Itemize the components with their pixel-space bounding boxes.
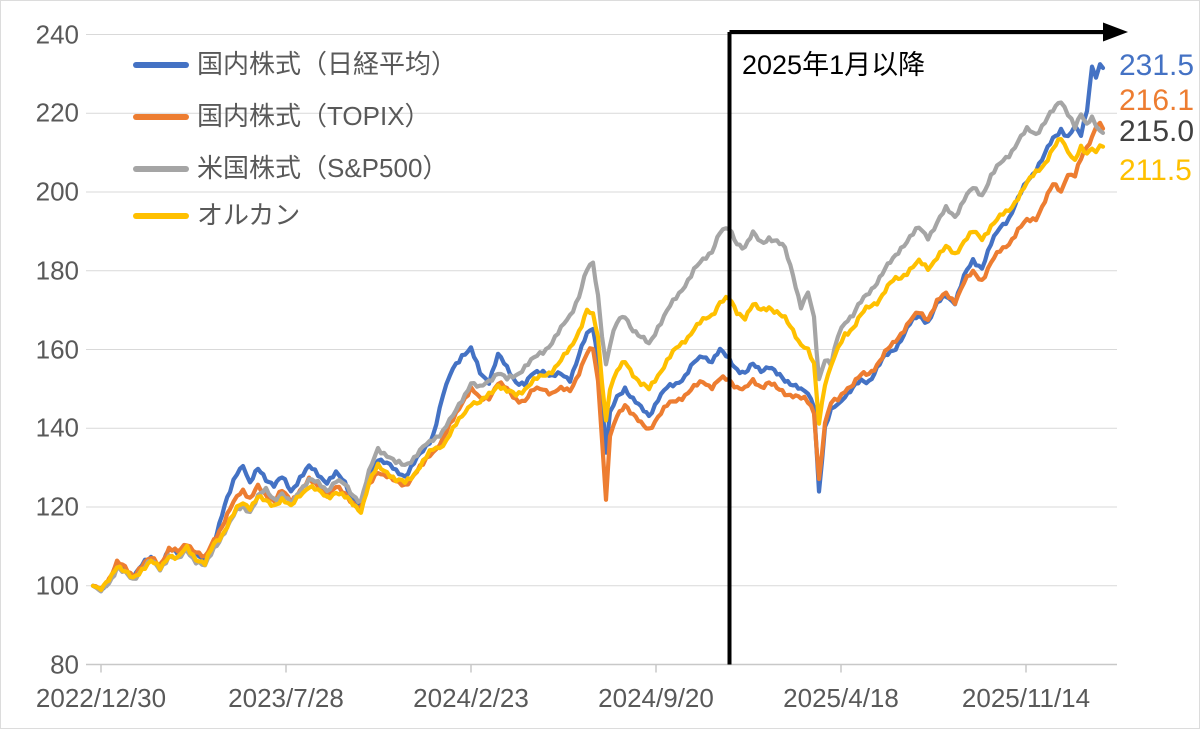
series-line-3 xyxy=(90,137,1106,592)
legend-swatch-topix xyxy=(133,113,189,120)
legend-label-allcountry: オルカン xyxy=(197,200,301,231)
y-tick-label: 180 xyxy=(35,255,79,286)
annotation-label: 2025年1月以降 xyxy=(742,50,926,80)
x-tick-label: 2022/12/30 xyxy=(35,683,167,713)
arrowhead-icon xyxy=(1103,22,1128,42)
y-tick-label: 140 xyxy=(35,412,79,443)
legend-swatch-nikkei xyxy=(133,61,189,68)
gridlines xyxy=(86,34,1117,673)
series-line-1 xyxy=(90,120,1106,591)
legend-item-topix: 国内株式（TOPIX） xyxy=(133,101,431,132)
annotation-arrow xyxy=(727,22,1128,665)
y-tick-label: 200 xyxy=(35,176,79,207)
end-value-sp500: 215.0 xyxy=(1119,115,1195,148)
legend-label-sp500: 米国株式（S&P500） xyxy=(197,153,449,184)
y-tick-label: 120 xyxy=(35,491,79,522)
x-tick-label: 2023/7/28 xyxy=(228,683,344,713)
y-tick-label: 100 xyxy=(35,570,79,601)
series-lines xyxy=(90,62,1106,594)
legend-item-allcountry: オルカン xyxy=(133,200,301,231)
series-line-2 xyxy=(90,100,1106,594)
legend-item-sp500: 米国株式（S&P500） xyxy=(133,153,449,184)
y-tick-label: 80 xyxy=(50,648,79,679)
legend-swatch-sp500 xyxy=(133,165,189,172)
y-tick-label: 220 xyxy=(35,97,79,128)
legend-label-nikkei: 国内株式（日経平均） xyxy=(197,49,458,80)
x-tick-label: 2024/9/20 xyxy=(598,683,714,713)
x-tick-label: 2024/2/23 xyxy=(413,683,529,713)
end-value-allcountry: 211.5 xyxy=(1119,154,1192,187)
x-tick-label: 2025/4/18 xyxy=(783,683,899,713)
legend-swatch-allcountry xyxy=(133,212,189,219)
legend-label-topix: 国内株式（TOPIX） xyxy=(197,101,431,132)
y-tick-label: 160 xyxy=(35,333,79,364)
end-value-topix: 216.1 xyxy=(1119,84,1195,117)
y-tick-label: 240 xyxy=(35,18,79,49)
legend-item-nikkei: 国内株式（日経平均） xyxy=(133,49,458,80)
x-tick-label: 2025/11/14 xyxy=(961,683,1091,713)
end-value-nikkei: 231.5 xyxy=(1119,49,1195,82)
